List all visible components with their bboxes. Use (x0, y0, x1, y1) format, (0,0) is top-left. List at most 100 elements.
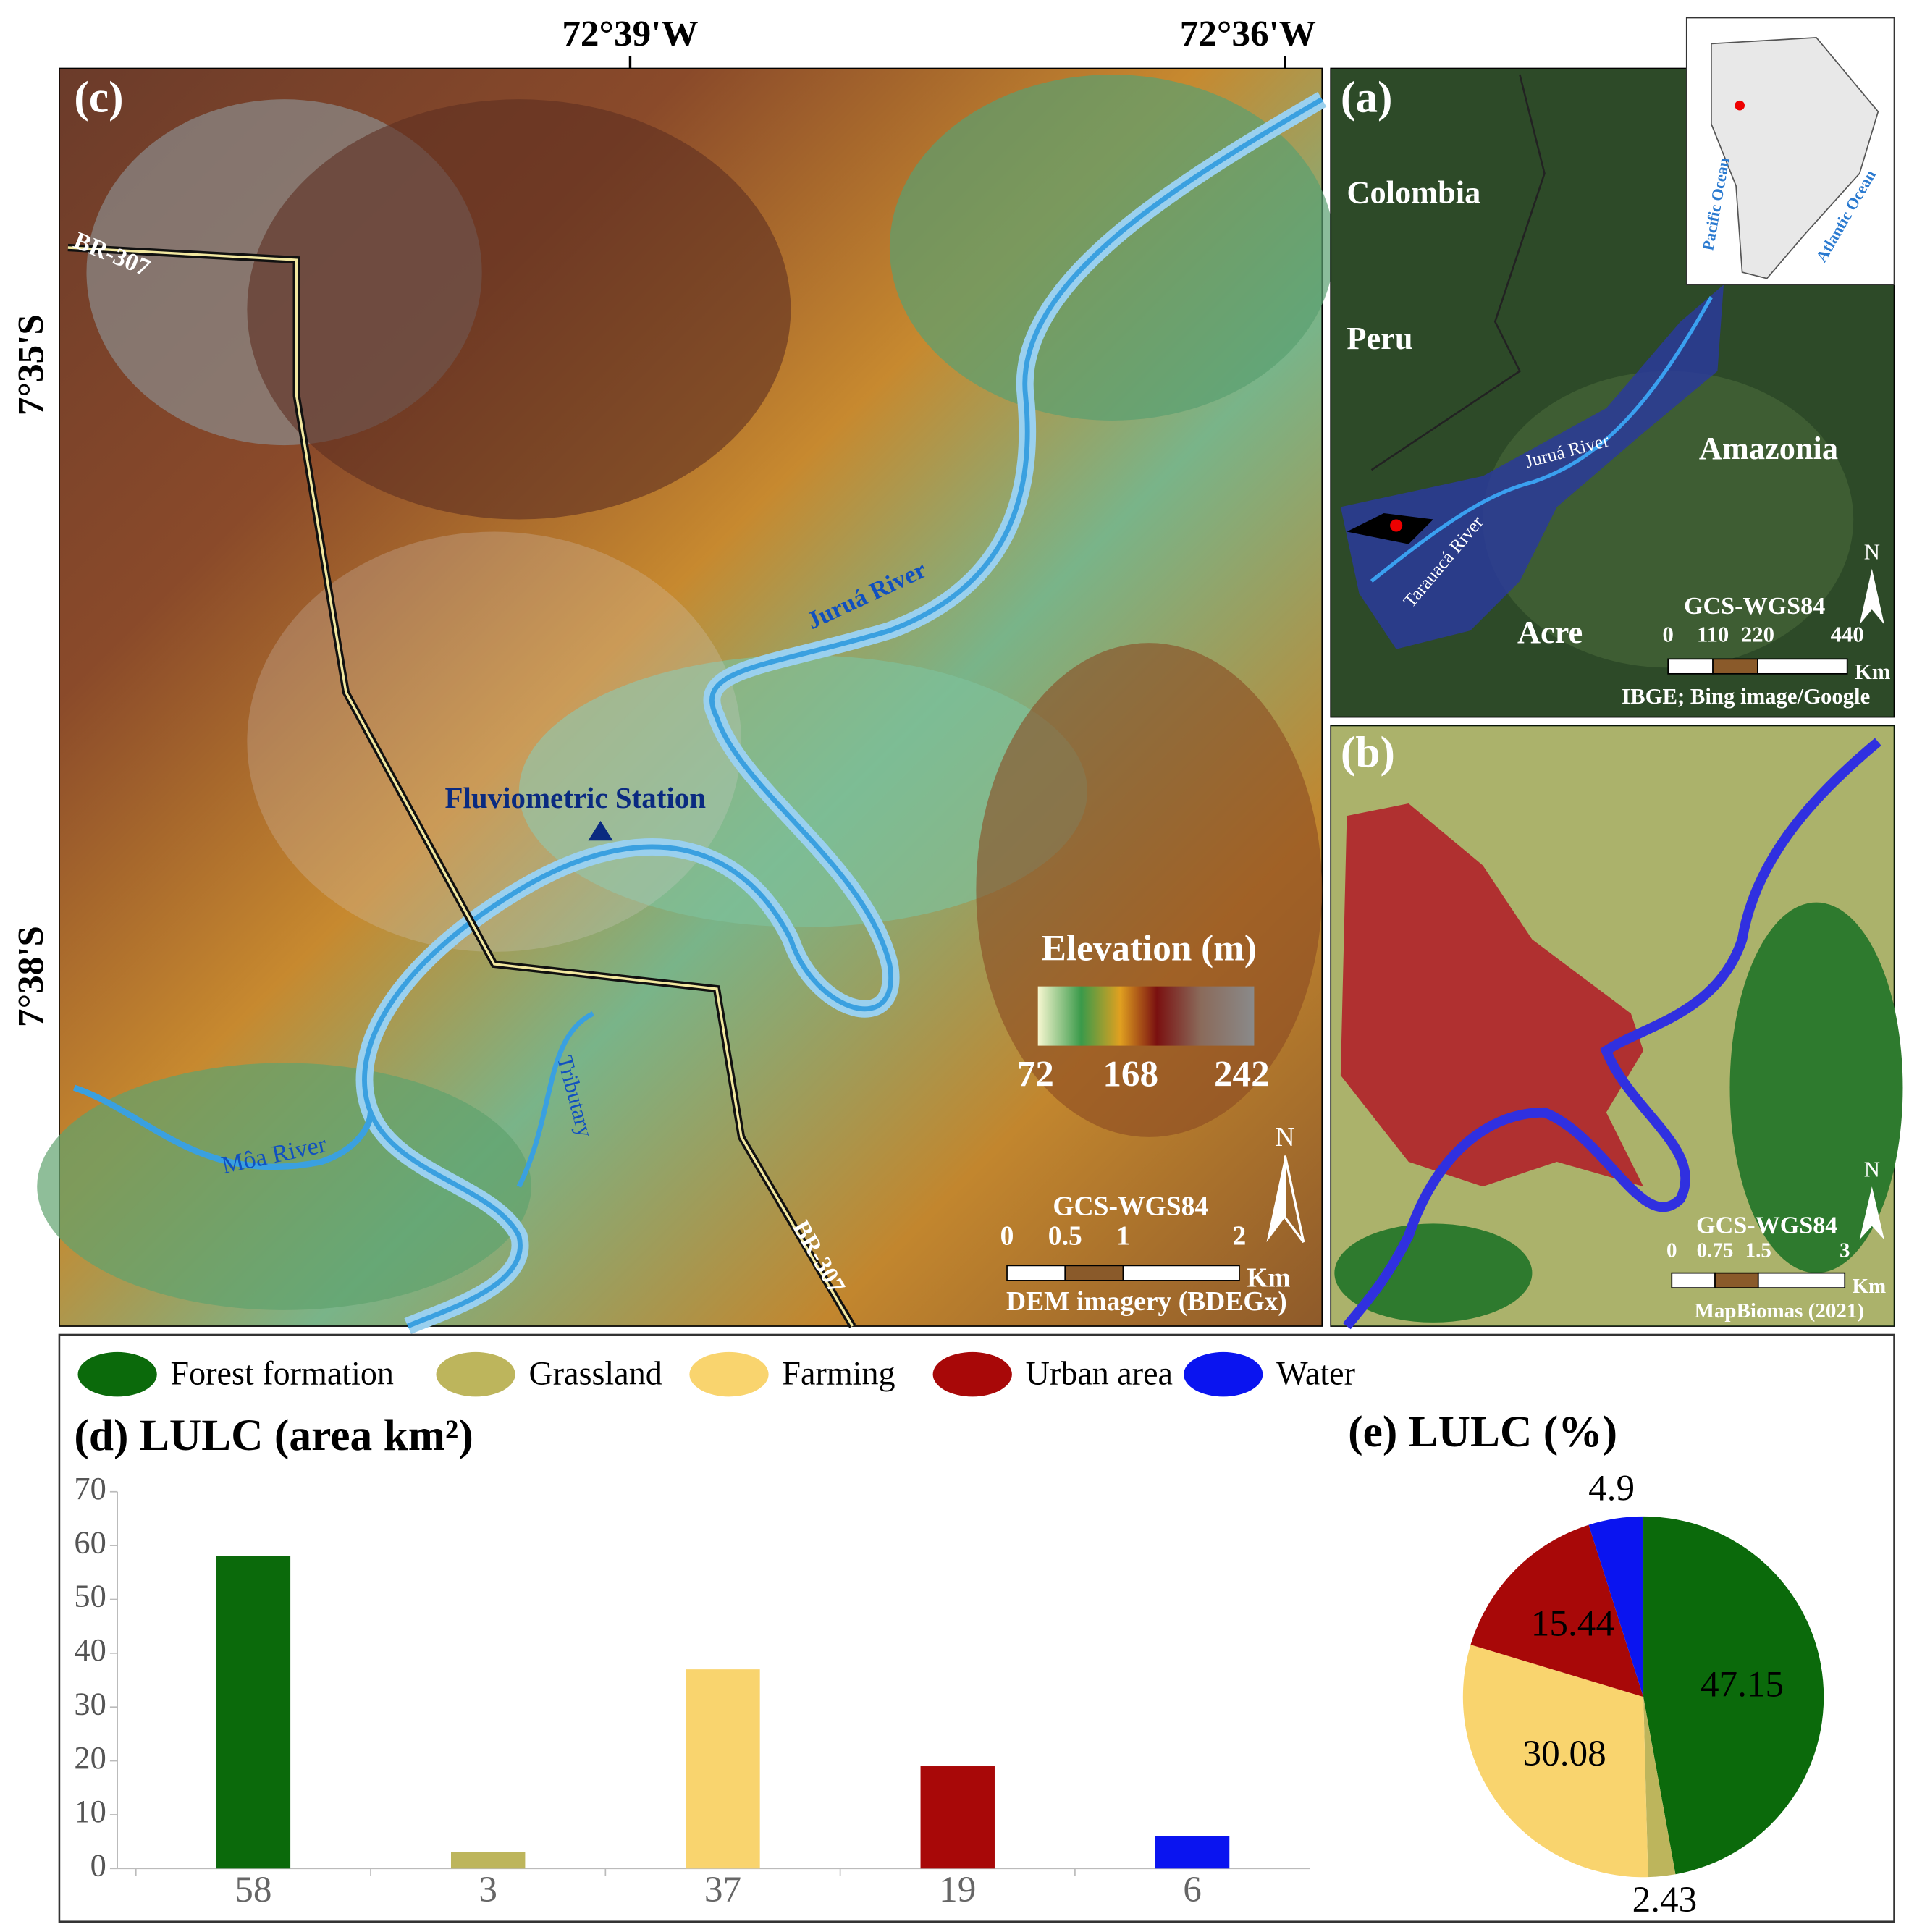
legend-label: Forest formation (171, 1355, 394, 1392)
river (1342, 738, 1881, 1330)
jurua-river (362, 97, 1323, 1329)
basin (1340, 284, 1724, 649)
legend-label: Grassland (529, 1355, 662, 1392)
north-arrow (1859, 1186, 1884, 1240)
scale-segment (1667, 658, 1714, 675)
terrain (518, 655, 1087, 927)
country-label: Peru (1347, 320, 1412, 356)
scale-label: 1 (1116, 1221, 1130, 1251)
crs-label: GCS-WGS84 (1696, 1212, 1837, 1239)
value-label: 58 (235, 1869, 271, 1910)
lat-label: 7°38'S (11, 926, 52, 1027)
source-label: IBGE; Bing image/Google (1622, 684, 1870, 709)
scale-unit: Km (1852, 1275, 1886, 1298)
chart-title: (e) LULC (%) (1348, 1407, 1617, 1456)
pie-slice (1643, 1516, 1824, 1875)
station-marker (588, 820, 613, 841)
bar (216, 1556, 291, 1869)
y-tick-label: 0 (90, 1847, 106, 1884)
elevation-tick-label: 72 (1017, 1054, 1054, 1095)
y-tick-label: 50 (74, 1578, 106, 1614)
value-label: 37 (704, 1869, 741, 1910)
scale-label: 0 (1666, 1239, 1677, 1262)
forest-patch (1729, 902, 1903, 1273)
south-america (1711, 36, 1879, 279)
legend: Forest formation Grassland Farming Urban ar… (77, 1351, 1355, 1397)
scale-label: 110 (1697, 623, 1729, 647)
north-arrow: N (1276, 1123, 1295, 1152)
value-label: 3 (479, 1869, 497, 1910)
elevation-ticks: 72 168 242 (1017, 1054, 1270, 1095)
source-label: MapBiomas (2021) (1695, 1299, 1864, 1323)
lon-label: 72°36'W (1180, 14, 1316, 55)
lat-label: 7°35'S (11, 314, 52, 415)
slice-label: 2.43 (1632, 1879, 1698, 1920)
scale-segment (1714, 1272, 1759, 1288)
legend-swatch (77, 1351, 157, 1397)
crs-label: GCS-WGS84 (1684, 593, 1825, 620)
forest-patch (1334, 1223, 1533, 1323)
charts: 0 10 20 30 40 50 60 70 58 3 37 19 6 47.15 2.43 30.08 15.… (74, 1467, 1824, 1920)
urban-area (1340, 803, 1644, 1187)
slice-label: 15.44 (1531, 1603, 1614, 1645)
scale-label: 0 (1000, 1221, 1014, 1251)
y-tick-label: 10 (74, 1793, 106, 1829)
crs-label: GCS-WGS84 (1053, 1191, 1208, 1221)
legend-swatch (689, 1351, 769, 1397)
bar (1155, 1836, 1230, 1869)
chart-frame (58, 1333, 1895, 1923)
legend-label: Urban area (1026, 1355, 1173, 1392)
panel-label: (b) (1341, 727, 1395, 777)
bar (686, 1669, 760, 1869)
y-tick-label: 20 (74, 1739, 106, 1776)
bar (920, 1766, 995, 1869)
value-label: 19 (939, 1869, 976, 1910)
pie-slice (1470, 1524, 1644, 1697)
legend-label: Water (1276, 1355, 1355, 1392)
y-tick-label: 30 (74, 1685, 106, 1721)
scale-segment (1006, 1265, 1066, 1281)
lon-label: 72°39'W (562, 14, 698, 55)
slice-label: 4.9 (1588, 1467, 1635, 1509)
north-arrow: N (1864, 1157, 1880, 1182)
location-marker (1390, 519, 1403, 532)
legend-swatch (932, 1351, 1012, 1397)
scale-unit: Km (1855, 659, 1891, 684)
urban-grid (247, 531, 742, 952)
scale-bar: 0 110 220 440 Km (1662, 623, 1890, 684)
scale-label: 440 (1831, 623, 1864, 647)
moa-river (73, 1084, 374, 1170)
station-label: Fluviometric Station (444, 781, 706, 814)
scale-segment (1122, 1265, 1240, 1281)
pie-slice (1462, 1645, 1648, 1878)
pie-slice (1588, 1516, 1644, 1697)
slice-label: 30.08 (1523, 1733, 1606, 1774)
scale-label: 3 (1840, 1239, 1850, 1262)
scale-label: 0.75 (1697, 1239, 1734, 1262)
scale-segment (1757, 1272, 1846, 1288)
map-b: (b) N GCS-WGS84 0 0.75 1.5 3Km MapBiomas (2… (1330, 725, 1903, 1330)
elevation-tick-label: 168 (1103, 1054, 1158, 1095)
scale-segment (1064, 1265, 1124, 1281)
legend-swatch (436, 1351, 515, 1397)
north-arrow (1859, 568, 1884, 625)
scale-segment (1757, 658, 1848, 675)
region-label: Amazonia (1699, 430, 1838, 466)
country-label: Colombia (1347, 174, 1480, 211)
map-a: (a) Colombia Peru Amazonia Acre Juruá Ri… (1330, 17, 1895, 718)
bar (450, 1852, 526, 1869)
panel-label: (c) (74, 73, 123, 122)
north-arrow (1284, 1155, 1305, 1243)
scale-unit: Km (1247, 1263, 1290, 1293)
scale-label: 1.5 (1745, 1239, 1771, 1262)
terrain (37, 1063, 531, 1310)
tributary (516, 1011, 594, 1188)
legend-swatch (1184, 1351, 1263, 1397)
elevation-ramp (1037, 986, 1255, 1046)
location-marker (1735, 100, 1745, 111)
elevation-tick-label: 242 (1214, 1054, 1270, 1095)
source-label: DEM imagery (BDEGx) (1006, 1287, 1287, 1317)
scale-segment (1712, 658, 1758, 675)
scale-label: 0.5 (1048, 1221, 1082, 1251)
road (67, 246, 854, 1327)
